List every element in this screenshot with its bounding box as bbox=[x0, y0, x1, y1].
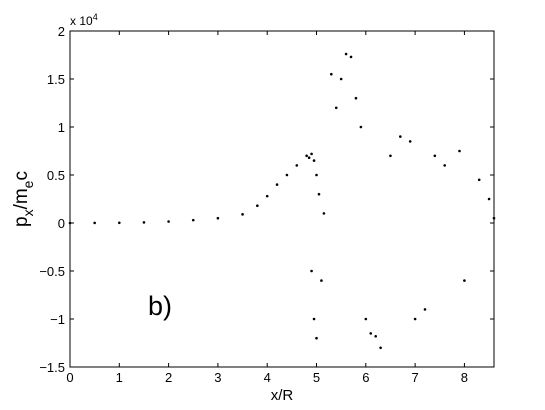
scatter-point bbox=[477, 178, 481, 182]
y-label-c: c bbox=[11, 171, 32, 181]
scatter-point bbox=[463, 279, 466, 282]
plot-frame bbox=[69, 30, 495, 368]
y-tick-label: 1.5 bbox=[47, 72, 65, 87]
x-tick-label: 8 bbox=[461, 370, 468, 385]
scatter-point bbox=[433, 154, 437, 158]
scatter-point bbox=[285, 173, 289, 177]
x-tick-label: 6 bbox=[362, 370, 369, 385]
x-tick-label: 2 bbox=[165, 370, 172, 385]
y-tick-label: 2 bbox=[58, 24, 65, 39]
y-tick-label: 0.5 bbox=[47, 168, 65, 183]
exponent-power: 4 bbox=[93, 12, 98, 22]
scatter-point bbox=[408, 140, 412, 143]
scatter-point bbox=[307, 156, 311, 160]
scatter-point bbox=[216, 216, 220, 220]
scatter-point bbox=[354, 96, 358, 100]
x-tick-label: 5 bbox=[313, 370, 320, 385]
scatter-point bbox=[142, 221, 146, 224]
scatter-point bbox=[359, 125, 363, 129]
scatter-point bbox=[349, 55, 353, 59]
scatter-point bbox=[191, 218, 195, 222]
scatter-point bbox=[317, 192, 321, 196]
scatter-point bbox=[374, 334, 377, 338]
scatter-points bbox=[68, 52, 496, 350]
scatter-point bbox=[399, 135, 402, 138]
y-tick-label: −1 bbox=[50, 312, 65, 327]
x-tick-label: 3 bbox=[214, 370, 221, 385]
scatter-point bbox=[295, 164, 299, 167]
panel-label: b) bbox=[148, 291, 172, 321]
y-tick-label: 0 bbox=[58, 216, 65, 231]
y-label-mid: /m bbox=[11, 188, 32, 209]
scatter-point bbox=[315, 336, 318, 340]
scatter-point bbox=[389, 154, 392, 158]
scatter-point bbox=[413, 317, 417, 321]
scatter-point bbox=[118, 221, 121, 225]
scatter-point bbox=[315, 173, 318, 177]
scatter-point bbox=[312, 317, 316, 321]
x-tick-label: 4 bbox=[264, 370, 271, 385]
x-tick-label: 1 bbox=[116, 370, 123, 385]
scatter-point bbox=[458, 149, 461, 153]
scatter-point bbox=[320, 279, 323, 282]
scatter-point bbox=[339, 77, 343, 81]
scatter-point bbox=[310, 152, 313, 156]
scatter-point bbox=[167, 220, 170, 223]
scatter-point bbox=[93, 221, 96, 225]
y-tick-label: 1 bbox=[58, 120, 65, 135]
plot-area bbox=[70, 31, 494, 367]
scatter-point bbox=[369, 332, 373, 335]
scatter-point bbox=[312, 159, 316, 162]
scatter-point bbox=[379, 346, 382, 350]
exponent-base: x 10 bbox=[70, 14, 93, 28]
x-tick-label: 0 bbox=[66, 370, 73, 385]
scatter-point bbox=[305, 154, 308, 158]
y-label-sub-e: e bbox=[20, 180, 36, 188]
scatter-point bbox=[265, 194, 269, 198]
y-label-p: p bbox=[11, 216, 32, 227]
scatter-point bbox=[330, 72, 333, 76]
exponent-label: x 104 bbox=[70, 12, 98, 28]
scatter-point bbox=[423, 308, 427, 311]
scatter-point bbox=[256, 204, 259, 208]
scatter-point bbox=[344, 52, 348, 56]
y-tick-label: −1.5 bbox=[39, 360, 65, 375]
scatter-point bbox=[364, 317, 368, 321]
x-tick-label: 7 bbox=[411, 370, 418, 385]
scatter-point bbox=[443, 164, 446, 167]
y-axis-label: px/mec bbox=[11, 171, 36, 227]
scatter-point bbox=[334, 106, 338, 110]
scatter-point bbox=[310, 269, 313, 273]
scatter-point bbox=[322, 212, 326, 215]
scatter-point bbox=[487, 197, 491, 201]
scatter-point bbox=[275, 183, 279, 186]
scatter-point bbox=[241, 213, 244, 216]
y-label-sub-x: x bbox=[20, 209, 36, 216]
y-tick-label: −0.5 bbox=[39, 264, 65, 279]
y-axis-ticks: −1.5 −1 −0.5 0 0.5 1 1.5 2 bbox=[39, 24, 494, 375]
x-axis-label: x/R bbox=[271, 387, 294, 404]
x-axis-ticks: 0 1 2 3 4 5 6 7 8 bbox=[66, 31, 468, 385]
